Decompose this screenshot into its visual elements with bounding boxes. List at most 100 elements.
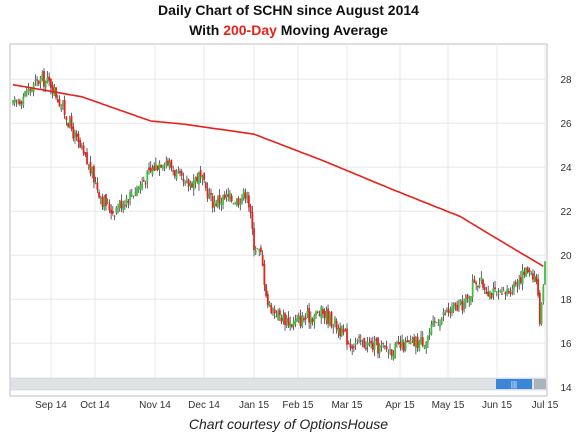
- candle-body: [358, 336, 360, 338]
- candle-body: [210, 192, 212, 195]
- candle-body: [13, 98, 16, 103]
- candle-body: [494, 287, 496, 290]
- candle-body: [334, 318, 336, 324]
- candle-body: [70, 115, 73, 129]
- candle-body: [117, 209, 119, 211]
- candle-body: [430, 324, 433, 335]
- candle-body: [237, 198, 240, 205]
- candle-body: [452, 305, 455, 310]
- candle-body: [330, 312, 333, 327]
- x-tick-label: Sep 14: [35, 400, 67, 411]
- candle-body: [306, 311, 309, 318]
- candle-body: [454, 302, 457, 306]
- candle-body: [502, 290, 505, 292]
- candle-body: [17, 102, 20, 104]
- candle-body: [142, 180, 145, 182]
- candle-body: [420, 337, 422, 344]
- candle-body: [218, 195, 221, 204]
- x-tick-label: Oct 14: [80, 400, 110, 411]
- candle-body: [538, 292, 541, 325]
- scroll-track[interactable]: [9, 377, 548, 391]
- candle-body: [416, 336, 419, 348]
- candle-body: [435, 322, 438, 324]
- candle-body: [375, 338, 378, 341]
- candle-body: [507, 291, 510, 293]
- candle-body: [514, 282, 517, 285]
- candle-body: [149, 167, 152, 172]
- candle-body: [532, 273, 534, 280]
- candle-body: [220, 202, 223, 205]
- candle-body: [137, 187, 140, 190]
- candle-body: [80, 146, 83, 148]
- candle-body: [278, 310, 281, 316]
- candle-body: [315, 311, 317, 316]
- candle-body: [445, 310, 448, 313]
- candle-body: [60, 106, 63, 110]
- candle-body: [433, 321, 436, 323]
- candle-body: [91, 167, 94, 175]
- scroll-right-button[interactable]: [534, 379, 546, 389]
- candle-body: [230, 195, 233, 202]
- candle-body: [241, 197, 243, 204]
- candle-body: [43, 70, 45, 87]
- candle-body: [177, 170, 180, 173]
- candle-body: [490, 293, 493, 298]
- candle-body: [32, 83, 35, 92]
- candle-body: [399, 341, 402, 348]
- candle-body: [103, 197, 106, 210]
- x-tick-label: Feb 15: [282, 400, 314, 411]
- candle-body: [509, 291, 512, 295]
- candle-body: [48, 76, 51, 81]
- stock-chart: 14 16 18 20 22 24 26 28 Sep 14 Oct 14 Nov 14 Dec 1…: [9, 43, 572, 411]
- candle-body: [12, 100, 14, 103]
- candle-body: [204, 182, 207, 189]
- candle-body: [246, 196, 249, 198]
- candle-body: [187, 179, 190, 187]
- candle-body: [292, 321, 295, 326]
- candle-body: [105, 194, 107, 206]
- candle-body: [211, 196, 214, 208]
- candle-body: [31, 88, 33, 92]
- candle-body: [29, 89, 32, 91]
- candle-body: [447, 308, 450, 313]
- candle-body: [194, 177, 197, 183]
- candle-body: [189, 182, 192, 187]
- candle-body: [244, 192, 247, 200]
- candle-body: [75, 133, 78, 137]
- candle-body: [268, 302, 271, 307]
- candle-body: [63, 100, 66, 116]
- candle-body: [476, 286, 479, 288]
- candle-body: [129, 192, 131, 200]
- candle-body: [428, 332, 431, 335]
- candle-body: [161, 165, 164, 169]
- candle-body: [34, 80, 37, 82]
- candle-body: [294, 320, 297, 325]
- moving-average-line: [12, 83, 544, 267]
- scroll-thumb[interactable]: [496, 379, 532, 389]
- candle-body: [423, 345, 426, 349]
- candle-body: [285, 318, 288, 323]
- candle-body: [192, 180, 195, 190]
- candle-body: [154, 163, 157, 170]
- candle-body: [273, 309, 276, 314]
- candle-body: [487, 291, 490, 297]
- candle-body: [101, 196, 104, 207]
- candle-body: [528, 270, 531, 273]
- candle-body: [289, 321, 292, 328]
- candle-body: [20, 101, 23, 104]
- candle-body: [473, 279, 476, 283]
- candle-body: [158, 163, 161, 171]
- candle-body: [366, 342, 369, 346]
- candle-body: [390, 349, 393, 357]
- candle-body: [523, 271, 526, 276]
- x-tick-label: Apr 15: [385, 400, 415, 411]
- candle-body: [449, 311, 452, 313]
- candle-body: [151, 168, 154, 175]
- candle-body: [414, 338, 417, 349]
- candle-body: [215, 203, 218, 206]
- candle-body: [249, 206, 252, 214]
- candle-body: [402, 342, 405, 352]
- candle-body: [198, 172, 200, 185]
- candle-body: [36, 79, 39, 81]
- candle-body: [389, 349, 391, 351]
